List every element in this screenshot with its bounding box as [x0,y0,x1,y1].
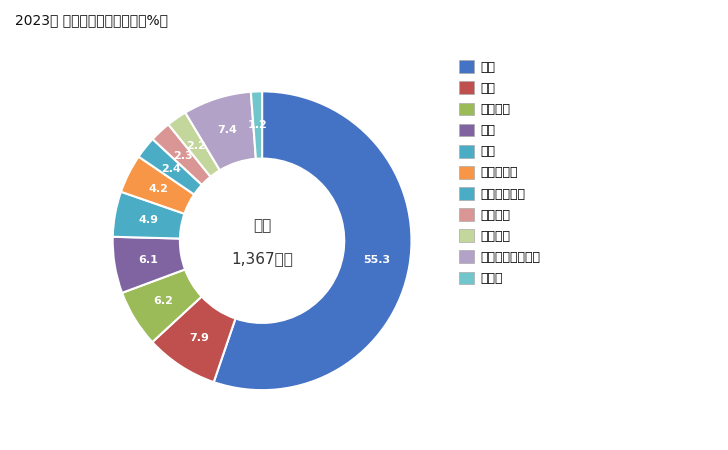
Wedge shape [138,139,202,194]
Wedge shape [214,91,411,390]
Wedge shape [153,124,210,185]
Text: 2.3: 2.3 [173,151,193,161]
Wedge shape [152,297,235,382]
Text: 55.3: 55.3 [363,255,390,265]
Wedge shape [186,92,256,170]
Wedge shape [113,192,184,238]
Text: 1,367億円: 1,367億円 [232,251,293,266]
Text: 総額: 総額 [253,218,272,233]
Text: 2023年 輸入相手国のシェア（%）: 2023年 輸入相手国のシェア（%） [15,14,167,27]
Text: 6.1: 6.1 [138,255,158,265]
Wedge shape [251,91,262,159]
Wedge shape [122,270,202,342]
Text: 2.2: 2.2 [186,141,206,151]
Text: 4.9: 4.9 [138,215,158,225]
Wedge shape [113,237,185,293]
Text: 7.9: 7.9 [189,333,209,343]
Text: 1.2: 1.2 [248,120,268,130]
Text: 4.2: 4.2 [149,184,169,194]
Text: 6.2: 6.2 [154,297,173,306]
Legend: 中国, 韓国, ベトナム, タイ, 米国, フィリピン, インドネシア, フランス, メキシコ, 南アフリカ共和国, その他: 中国, 韓国, ベトナム, タイ, 米国, フィリピン, インドネシア, フラン… [459,60,540,285]
Wedge shape [121,157,194,214]
Wedge shape [168,112,220,177]
Text: 7.4: 7.4 [217,126,237,135]
Text: 2.4: 2.4 [162,163,181,174]
